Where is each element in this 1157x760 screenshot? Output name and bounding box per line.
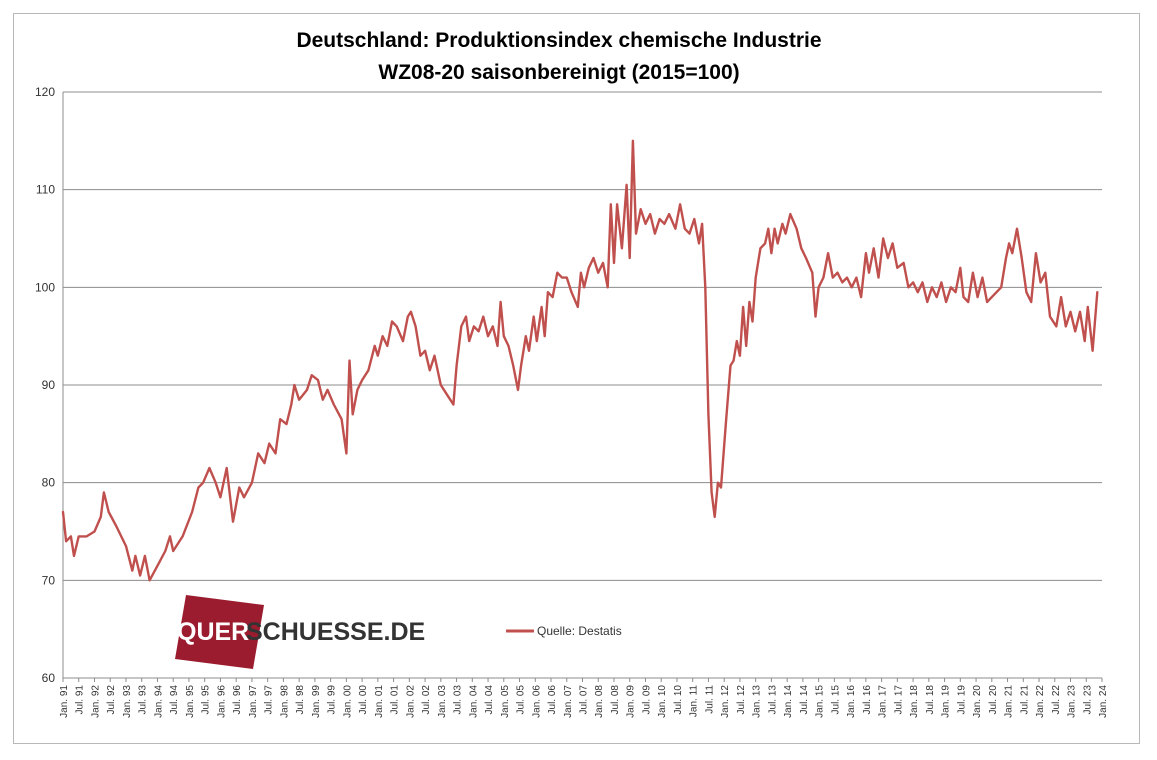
x-tick-label: Jul. 94	[169, 685, 180, 715]
x-tick-label: Jan. 93	[122, 685, 133, 718]
x-tick-label: Jul. 97	[264, 685, 275, 715]
legend: Quelle: Destatis	[506, 624, 622, 638]
y-tick-label: 90	[42, 378, 56, 392]
x-tick-label: Jul. 23	[1082, 685, 1093, 715]
x-tick-label: Jul. 11	[704, 685, 715, 714]
querschuesse-logo: QUER SCHUESSE.DE	[175, 595, 425, 669]
y-tick-label: 70	[42, 573, 56, 587]
y-tick-label: 110	[36, 183, 55, 197]
legend-label: Quelle: Destatis	[537, 624, 622, 638]
x-tick-label: Jul. 93	[138, 685, 149, 715]
x-axis-ticks: Jan. 91 Jul. 91 Jan. 92 Jul. 92 Jan. 93 Jul. …	[59, 678, 1109, 718]
x-tick-label: Jul. 12	[736, 685, 747, 715]
y-tick-label: 100	[35, 280, 55, 294]
x-tick-label: Jul. 13	[767, 685, 778, 715]
x-tick-label: Jul. 00	[358, 685, 369, 715]
chart: Deutschland: Produktionsindex chemische …	[35, 29, 1109, 718]
x-tick-label: Jan. 13	[752, 685, 763, 718]
x-tick-label: Jan. 05	[500, 685, 511, 718]
x-tick-label: Jan. 02	[405, 685, 416, 718]
x-tick-label: Jul. 05	[516, 685, 527, 715]
series-layer	[61, 139, 1099, 582]
x-tick-label: Jul. 22	[1051, 685, 1062, 715]
x-tick-label: Jul. 08	[610, 685, 621, 715]
y-tick-label: 120	[35, 85, 55, 99]
x-tick-label: Jan. 23	[1067, 685, 1078, 718]
x-tick-label: Jan. 96	[216, 685, 227, 718]
x-tick-label: Jan. 20	[972, 685, 983, 718]
x-tick-label: Jul. 18	[925, 685, 936, 715]
x-tick-label: Jan. 24	[1098, 685, 1109, 718]
chart-subtitle: WZ08-20 saisonbereinigt (2015=100)	[378, 61, 739, 84]
x-tick-label: Jan. 15	[815, 685, 826, 718]
x-tick-label: Jan. 08	[594, 685, 605, 718]
x-tick-label: Jul. 03	[453, 685, 464, 715]
x-tick-label: Jul. 19	[956, 685, 967, 715]
x-tick-label: Jan. 97	[248, 685, 259, 718]
x-tick-label: Jul. 95	[201, 685, 212, 715]
x-tick-label: Jan. 09	[626, 685, 637, 718]
x-tick-label: Jul. 92	[106, 685, 117, 715]
y-tick-label: 80	[42, 476, 56, 490]
grid-lines	[63, 91, 1102, 581]
x-tick-label: Jul. 98	[295, 685, 306, 715]
chart-frame: Deutschland: Produktionsindex chemische …	[13, 13, 1140, 744]
x-tick-label: Jul. 01	[390, 685, 401, 715]
x-tick-label: Jan. 10	[657, 685, 668, 718]
x-tick-label: Jan. 16	[846, 685, 857, 718]
x-tick-label: Jan. 04	[468, 685, 479, 718]
x-tick-label: Jul. 96	[232, 685, 243, 715]
x-tick-label: Jul. 91	[75, 685, 86, 715]
x-tick-label: Jul. 06	[547, 685, 558, 715]
x-tick-label: Jan. 11	[689, 685, 700, 717]
x-tick-label: Jan. 00	[342, 685, 353, 718]
x-tick-label: Jan. 03	[437, 685, 448, 718]
x-tick-label: Jan. 12	[720, 685, 731, 718]
y-axis-ticks: 60 70 80 90 100 110 120	[35, 85, 55, 685]
x-tick-label: Jan. 92	[90, 685, 101, 718]
x-tick-label: Jan. 07	[563, 685, 574, 718]
chart-title: Deutschland: Produktionsindex chemische …	[296, 29, 821, 52]
x-tick-label: Jul. 04	[484, 685, 495, 715]
x-tick-label: Jan. 19	[941, 685, 952, 718]
x-tick-label: Jul. 21	[1019, 685, 1030, 715]
logo-text-rest: SCHUESSE.DE	[246, 618, 425, 646]
x-tick-label: Jan. 14	[783, 685, 794, 718]
logo-text-quer: QUER	[177, 618, 249, 646]
x-tick-label: Jan. 22	[1035, 685, 1046, 718]
x-tick-label: Jul. 17	[893, 685, 904, 715]
x-tick-label: Jul. 02	[421, 685, 432, 715]
axes	[62, 92, 1102, 679]
x-tick-label: Jan. 95	[185, 685, 196, 718]
x-tick-label: Jan. 17	[878, 685, 889, 718]
x-tick-label: Jan. 01	[374, 685, 385, 718]
logo-block	[175, 595, 264, 669]
x-tick-label: Jan. 06	[531, 685, 542, 718]
x-tick-label: Jan. 18	[909, 685, 920, 718]
x-tick-label: Jan. 21	[1004, 685, 1015, 718]
x-tick-label: Jul. 10	[673, 685, 684, 715]
x-tick-label: Jul. 09	[641, 685, 652, 715]
x-tick-label: Jul. 14	[799, 685, 810, 715]
x-tick-label: Jul. 07	[579, 685, 590, 715]
x-tick-label: Jul. 15	[830, 685, 841, 715]
x-tick-label: Jul. 99	[327, 685, 338, 715]
x-tick-label: Jul. 16	[862, 685, 873, 715]
x-tick-label: Jan. 99	[311, 685, 322, 718]
y-tick-label: 60	[42, 671, 56, 685]
series-line-0	[61, 139, 1099, 582]
x-tick-label: Jan. 91	[59, 685, 70, 718]
x-tick-label: Jul. 20	[988, 685, 999, 715]
x-tick-label: Jan. 94	[153, 685, 164, 718]
x-tick-label: Jan. 98	[279, 685, 290, 718]
